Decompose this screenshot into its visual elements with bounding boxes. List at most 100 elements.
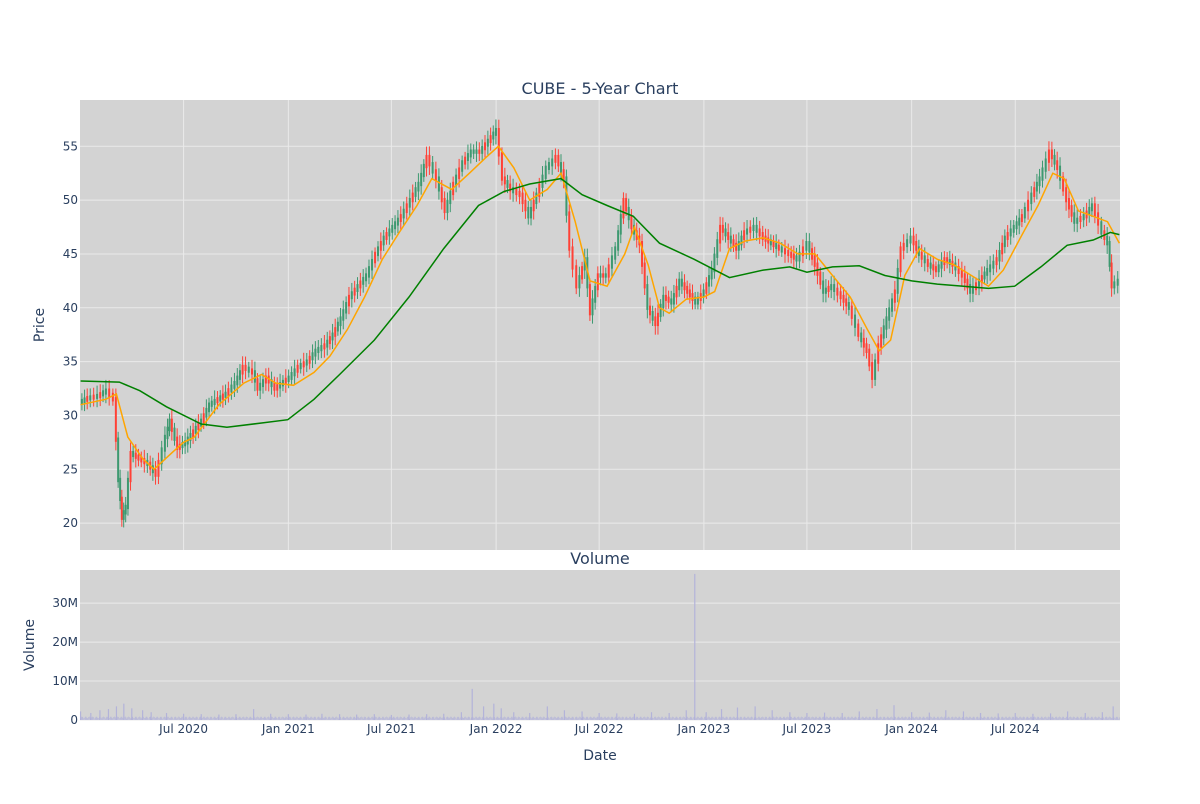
volume-bar (373, 714, 375, 720)
volume-bar (204, 717, 206, 720)
volume-bar (979, 712, 982, 720)
candle-body (641, 241, 644, 267)
volume-bar (973, 716, 975, 720)
volume-bar (862, 716, 863, 720)
volume-bar (832, 717, 834, 720)
candle-body (475, 149, 478, 154)
candle-body (854, 314, 857, 328)
volume-bar (588, 718, 589, 720)
volume-bar (548, 717, 550, 720)
volume-bar (648, 717, 649, 720)
candle-body (287, 375, 290, 383)
volume-bar (979, 717, 980, 720)
volume-bar (530, 717, 531, 720)
candle-body (189, 433, 192, 441)
candle-body (882, 325, 885, 339)
volume-bar (564, 717, 565, 720)
volume-bar (515, 716, 516, 720)
volume-bar (968, 717, 970, 720)
volume-bar (857, 717, 859, 720)
volume-bar (1069, 717, 1070, 720)
volume-bar (646, 717, 648, 720)
volume-bar (189, 716, 191, 720)
volume-bar (401, 718, 403, 720)
volume-bar (1060, 717, 1061, 720)
candle-body (1015, 221, 1018, 230)
candle-body (359, 280, 362, 289)
volume-bar (1103, 717, 1104, 720)
volume-bar (196, 716, 198, 720)
volume-bar (502, 718, 504, 720)
x-tick-label: Jul 2023 (781, 722, 831, 736)
volume-bar (86, 717, 88, 720)
candle-body (614, 246, 617, 260)
candle-body (1062, 176, 1065, 192)
volume-bar (421, 717, 422, 720)
candle-body (230, 384, 233, 393)
volume-bar (614, 717, 615, 720)
candle-body (124, 504, 127, 515)
volume-bar (493, 716, 495, 720)
volume-bar (109, 716, 111, 720)
candle-body (713, 253, 716, 273)
volume-bar (670, 718, 672, 720)
volume-bar (887, 716, 889, 720)
volume-bar (401, 716, 402, 720)
volume-bar (752, 717, 753, 720)
volume-bar (799, 718, 801, 720)
candle-body (293, 368, 296, 377)
volume-bar (608, 716, 609, 720)
volume-bar (609, 717, 610, 720)
volume-bar (147, 717, 148, 720)
volume-bar (1068, 718, 1070, 720)
volume-bar (405, 717, 406, 720)
volume-bar (198, 718, 199, 720)
volume-bar (423, 718, 425, 720)
volume-bar (567, 717, 569, 720)
candle-body (83, 397, 86, 404)
candle-body (769, 239, 772, 246)
volume-bar (377, 717, 379, 720)
candle-body (696, 296, 699, 305)
volume-bar (469, 717, 470, 720)
volume-bar (218, 716, 219, 720)
volume-bar (137, 718, 139, 720)
volume-bar (896, 718, 897, 720)
candle-body (721, 224, 724, 233)
volume-bar (393, 716, 395, 720)
candle-body (1090, 203, 1093, 212)
volume-bar (242, 716, 243, 720)
volume-bar (563, 718, 564, 720)
volume-bar (1017, 717, 1019, 720)
volume-bar (1037, 716, 1039, 720)
volume-bar (433, 717, 435, 720)
volume-bar (633, 713, 636, 720)
volume-bar (795, 717, 797, 720)
volume-bar (149, 717, 150, 720)
volume-bar (297, 716, 298, 720)
volume-bar (100, 717, 102, 720)
volume-bar (490, 716, 491, 720)
x-tick-label: Jul 2022 (574, 722, 624, 736)
volume-bar (801, 716, 802, 720)
volume-bar (223, 718, 224, 720)
volume-bar (342, 717, 343, 720)
volume-bar (354, 716, 356, 720)
candle-body (755, 224, 758, 233)
volume-bar (255, 718, 257, 720)
volume-bar (691, 717, 693, 720)
volume-bar (798, 716, 799, 720)
volume-bar (390, 716, 391, 720)
volume-bar (457, 716, 459, 720)
volume-bar (182, 716, 183, 720)
volume-bar (351, 717, 352, 720)
candle-body (705, 282, 708, 294)
volume-bar (842, 718, 844, 720)
candle-body (948, 258, 951, 266)
volume-bar (912, 716, 914, 720)
volume-bar (703, 718, 704, 720)
volume-bar (926, 716, 928, 720)
volume-bar (829, 716, 831, 720)
candle-body (871, 362, 874, 380)
volume-bar (636, 716, 638, 720)
